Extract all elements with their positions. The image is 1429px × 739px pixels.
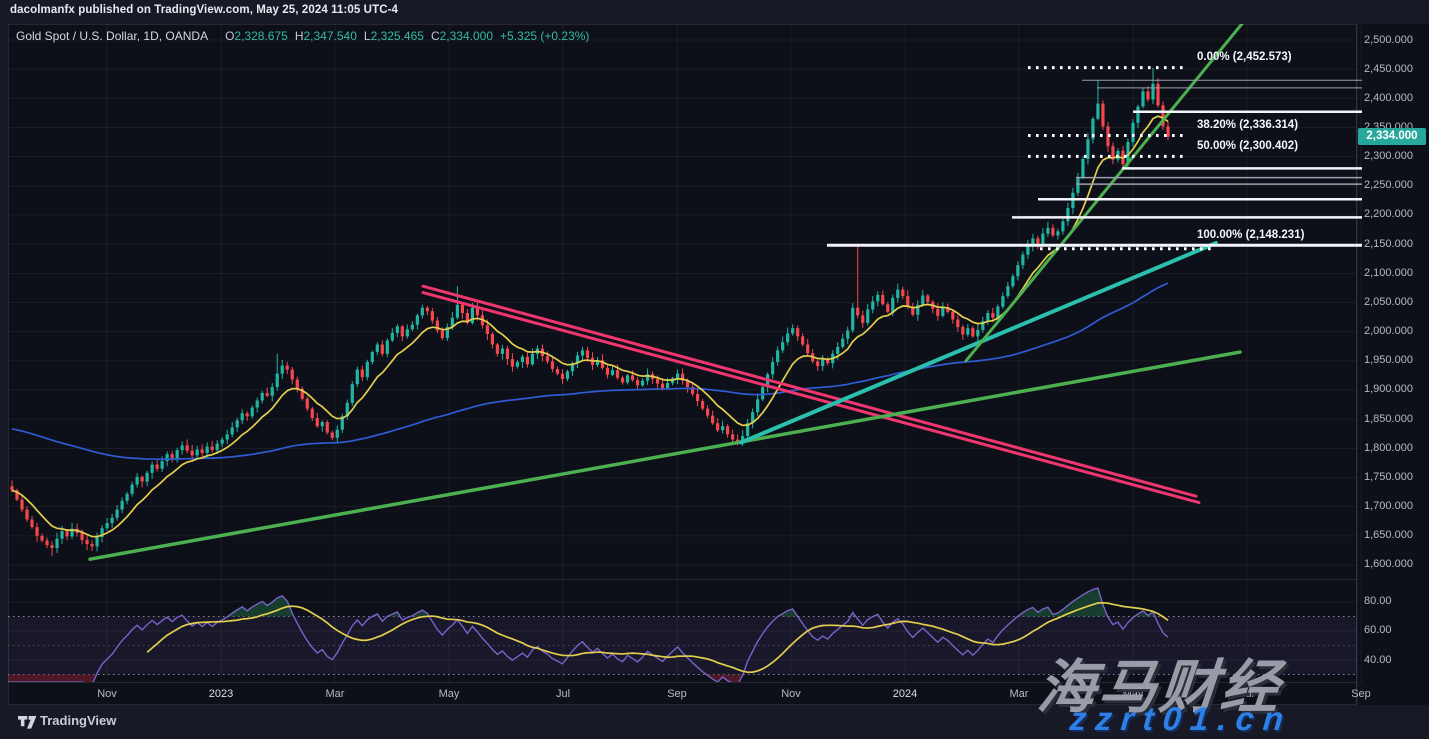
high-label: H — [294, 29, 304, 43]
chart-background — [8, 24, 1429, 705]
price-tick-label: 2,100.000 — [1364, 266, 1413, 279]
price-tick-label: 1,700.000 — [1364, 500, 1413, 513]
price-tick-label: 2,050.000 — [1364, 295, 1413, 308]
tradingview-brand[interactable]: TradingView — [40, 713, 117, 728]
date-tick-label: 2023 — [208, 688, 234, 700]
date-tick-label: Mar — [325, 688, 345, 700]
publish-text: dacolmanfx published on TradingView.com,… — [10, 4, 399, 16]
high-value: 2,347.540 — [303, 29, 357, 43]
date-tick-label: Nov — [97, 688, 117, 700]
price-tick-label: 1,900.000 — [1364, 383, 1413, 396]
date-tick-label: Jul — [1239, 688, 1255, 700]
price-tick-label: 2,500.000 — [1364, 33, 1413, 46]
fib-level-label: 50.00% (2,300.402) — [1197, 139, 1299, 152]
open-value: 2,328.675 — [234, 29, 288, 43]
price-tick-label: 1,850.000 — [1364, 412, 1413, 425]
rsi-tick-label: 80.00 — [1364, 595, 1392, 608]
last-price-badge: 2,334.000 — [1358, 128, 1426, 146]
price-tick-label: 2,150.000 — [1364, 237, 1413, 250]
rsi-tick-label: 60.00 — [1364, 624, 1392, 637]
fib-level-label: 0.00% (2,452.573) — [1197, 51, 1292, 64]
date-tick-label: Sep — [1351, 688, 1371, 700]
price-tick-label: 2,300.000 — [1364, 150, 1413, 163]
price-tick-label: 1,750.000 — [1364, 470, 1413, 483]
low-value: 2,325.465 — [370, 29, 424, 43]
date-tick-label: May — [438, 688, 460, 700]
change-value: +5.325 (+0.23%) — [500, 29, 590, 43]
date-tick-label: Mar — [1009, 688, 1029, 700]
price-tick-label: 1,600.000 — [1364, 558, 1413, 571]
date-tick-label: Sep — [667, 688, 687, 700]
price-tick-label: 2,200.000 — [1364, 208, 1413, 221]
price-tick-label: 2,000.000 — [1364, 325, 1413, 338]
low-label: L — [363, 29, 371, 43]
open-label: O — [225, 29, 235, 43]
date-tick-label: May — [1122, 688, 1144, 700]
close-value: 2,334.000 — [439, 29, 494, 43]
price-tick-label: 2,250.000 — [1364, 179, 1413, 192]
date-tick-label: Nov — [781, 688, 801, 700]
price-tick-label: 1,800.000 — [1364, 441, 1413, 454]
price-tick-label: 1,650.000 — [1364, 529, 1413, 542]
price-tick-label: 1,950.000 — [1364, 354, 1413, 367]
watermark-url: zzrt01.cn — [1068, 700, 1294, 737]
date-tick-label: 2024 — [892, 688, 918, 700]
price-tick-label: 2,450.000 — [1364, 62, 1413, 75]
symbol-legend[interactable]: Gold Spot / U.S. Dollar, 1D, OANDA O2,328… — [16, 29, 589, 43]
date-tick-label: Jul — [555, 688, 571, 700]
tradingview-logo-icon[interactable] — [18, 716, 37, 735]
close-label: C — [430, 29, 440, 43]
price-tick-label: 2,400.000 — [1364, 91, 1413, 104]
symbol-title: Gold Spot / U.S. Dollar, 1D, OANDA — [16, 29, 209, 43]
fib-level-label: 100.00% (2,148.231) — [1197, 228, 1305, 241]
rsi-tick-label: 40.00 — [1364, 653, 1392, 666]
fib-level-label: 38.20% (2,336.314) — [1197, 118, 1299, 131]
